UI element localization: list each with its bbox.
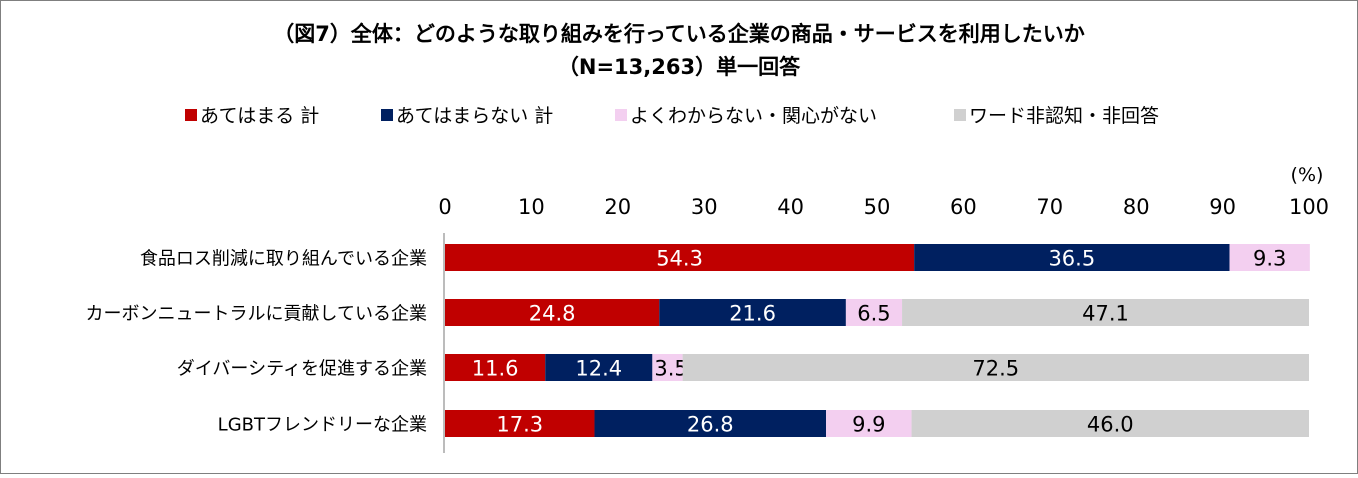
data-label: 11.6: [472, 357, 519, 381]
category-label: カーボンニュートラルに貢献している企業: [86, 304, 427, 325]
chart-title: （図7）全体：どのような取り組みを行っている企業の商品・サービスを利用したいか: [273, 22, 1085, 46]
x-tick-label: 60: [950, 195, 977, 219]
x-tick-label: 70: [1036, 195, 1063, 219]
legend-label: ワード非認知・非回答: [969, 105, 1159, 127]
x-tick-label: 100: [1289, 195, 1329, 219]
x-tick-label: 10: [518, 195, 545, 219]
bar-segment: [826, 410, 912, 437]
bar-segment: [594, 410, 827, 437]
bar-segment: [902, 299, 1309, 326]
data-label: 9.9: [852, 413, 885, 437]
data-label: 72.5: [972, 357, 1019, 381]
category-label: ダイバーシティを促進する企業: [177, 359, 427, 380]
x-tick-label: 90: [1209, 195, 1236, 219]
unit-label: (%): [1291, 164, 1324, 186]
legend-swatch: [954, 109, 966, 121]
x-tick-label: 80: [1123, 195, 1150, 219]
x-tick-label: 50: [864, 195, 891, 219]
bar-segment: [445, 410, 595, 437]
data-label: 21.6: [729, 302, 776, 326]
data-label: 26.8: [687, 413, 734, 437]
bar-segment: [652, 354, 683, 381]
legend-swatch: [381, 109, 393, 121]
x-tick-label: 40: [777, 195, 804, 219]
bar-segment: [545, 354, 653, 381]
x-tick-label: 30: [691, 195, 718, 219]
bar-segment: [659, 299, 846, 326]
bar-rows: 食品ロス削減に取り組んでいる企業 54.3 36.5 9.3 カーボンニュートラルに貢献…: [86, 244, 1310, 437]
bar-segment: [445, 299, 660, 326]
bar-segment: [914, 244, 1230, 271]
data-label: 9.3: [1253, 247, 1286, 271]
legend-swatch: [615, 109, 627, 121]
legend: あてはまる 計 あてはまらない 計 よくわからない・関心がない ワード非認知・非回答: [185, 105, 1159, 127]
data-label: 36.5: [1048, 247, 1095, 271]
data-label: 6.5: [857, 302, 890, 326]
bar-segment: [911, 410, 1309, 437]
data-label: 24.8: [529, 302, 576, 326]
bar-segment: [845, 299, 903, 326]
data-label: 3.5: [654, 357, 687, 381]
category-label: LGBTフレンドリーな企業: [218, 415, 427, 436]
data-label: 54.3: [656, 247, 703, 271]
x-tick-label: 0: [438, 195, 451, 219]
legend-label: よくわからない・関心がない: [630, 105, 877, 127]
chart-subtitle: （N=13,263）単一回答: [558, 55, 801, 79]
legend-label: あてはまる 計: [200, 105, 319, 127]
category-label: 食品ロス削減に取り組んでいる企業: [140, 249, 427, 270]
bar-segment: [445, 354, 546, 381]
x-tick-label: 20: [604, 195, 631, 219]
bar-segment: [1229, 244, 1310, 271]
x-axis-ticks: 0 10 20 30 40 50 60 70 80 90 100: [438, 195, 1329, 219]
data-label: 47.1: [1082, 302, 1129, 326]
legend-label: あてはまらない 計: [396, 105, 553, 127]
data-label: 46.0: [1087, 413, 1134, 437]
data-label: 12.4: [575, 357, 622, 381]
bar-segment: [682, 354, 1309, 381]
legend-swatch: [185, 109, 197, 121]
bar-segment: [445, 244, 915, 271]
data-label: 17.3: [496, 413, 543, 437]
